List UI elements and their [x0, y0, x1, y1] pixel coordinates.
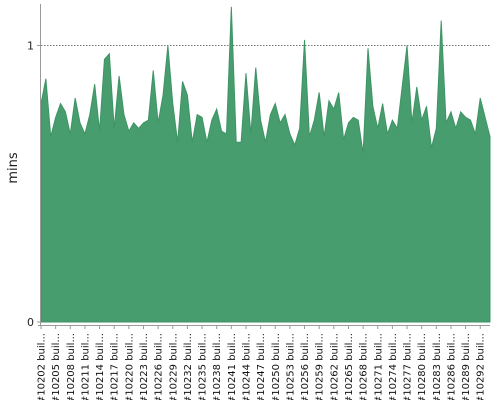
x-tick-label: #10280 buil...	[417, 333, 428, 400]
x-tick-label: #10274 buil...	[388, 333, 399, 400]
x-tick-label: #10271 buil...	[373, 333, 384, 400]
x-tick-label: #10292 buil...	[476, 333, 487, 400]
x-tick-label: #10220 buil...	[124, 333, 135, 400]
y-axis-title: mins	[6, 152, 21, 184]
x-tick-label: #10247 buil...	[256, 333, 267, 400]
x-tick-label: #10286 buil...	[446, 333, 457, 400]
x-tick-label: #10250 buil...	[271, 333, 282, 400]
x-tick-label: #10241 buil...	[227, 333, 238, 400]
x-tick-label: #10277 buil...	[403, 333, 414, 400]
axis-layer	[38, 4, 490, 326]
x-tick-label: #10265 buil...	[344, 333, 355, 400]
x-tick-label: #10259 buil...	[315, 333, 326, 400]
x-tick-label: #10202 buil...	[37, 333, 48, 400]
x-tick-label: #10226 buil...	[154, 333, 165, 400]
x-tick-layer: #10202 buil... #10205 buil... #10208 buil.…	[37, 325, 487, 400]
y-tick-label: 0	[27, 316, 34, 329]
x-tick-label: #10208 buil...	[66, 333, 77, 400]
series-area-layer	[40, 6, 491, 323]
x-tick-label: #10217 buil...	[110, 333, 121, 400]
x-tick-label: #10253 buil...	[285, 333, 296, 400]
x-tick-label: #10223 buil...	[139, 333, 150, 400]
x-tick-label: #10229 buil...	[168, 333, 179, 400]
x-tick-label: #10256 buil...	[300, 333, 311, 400]
x-tick-label: #10214 buil...	[95, 333, 106, 400]
x-tick-label: #10244 buil...	[241, 333, 252, 400]
y-tick-label: 1	[27, 39, 34, 52]
x-tick-label: #10235 buil...	[198, 333, 209, 400]
x-tick-label: #10205 buil...	[51, 333, 62, 400]
x-tick-label: #10238 buil...	[212, 333, 223, 400]
y-tick-layer: 01	[27, 39, 40, 329]
series-area	[40, 6, 491, 323]
x-tick-label: #10211 buil...	[80, 333, 91, 400]
x-tick-label: #10232 buil...	[183, 333, 194, 400]
x-tick-label: #10262 buil...	[329, 333, 340, 400]
x-tick-label: #10289 buil...	[461, 333, 472, 400]
x-tick-label: #10283 buil...	[432, 333, 443, 400]
x-tick-label: #10268 buil...	[359, 333, 370, 400]
